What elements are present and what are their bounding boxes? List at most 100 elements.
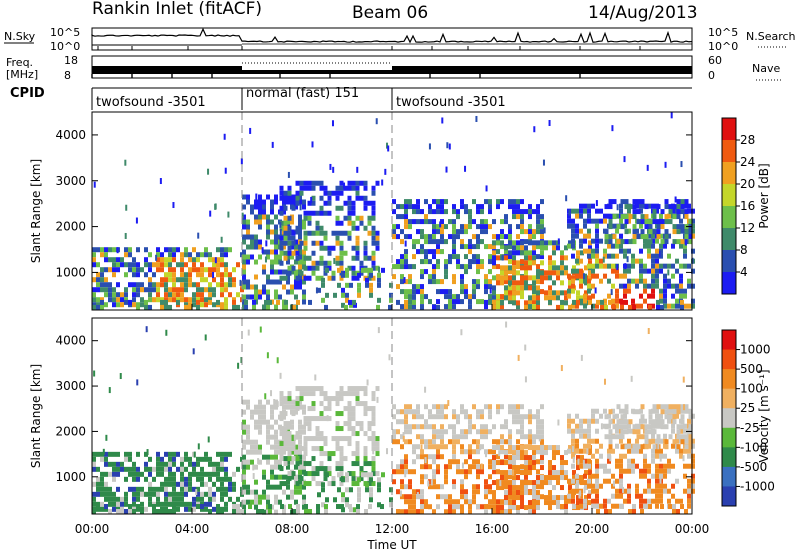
heatmap-cell [359, 220, 364, 226]
heatmap-cell [556, 450, 560, 456]
heatmap-cell [536, 479, 540, 485]
heatmap-cell [339, 240, 344, 246]
heatmap-cell [620, 414, 625, 420]
heatmap-cell [448, 499, 452, 505]
y-tick-label: 3000 [55, 379, 86, 393]
heatmap-cell [468, 429, 472, 435]
heatmap-cell [591, 413, 595, 419]
heatmap-cell [164, 282, 168, 288]
heatmap-cell [604, 204, 609, 210]
heatmap-cell [548, 275, 552, 281]
heatmap-cell [440, 444, 444, 450]
heatmap-cell [148, 491, 152, 497]
heatmap-cell [436, 249, 440, 255]
heatmap-cell [209, 210, 212, 217]
heatmap-cell [176, 466, 180, 472]
heatmap-cell [381, 267, 385, 273]
heatmap-cell [295, 225, 300, 231]
heatmap-cell [439, 221, 442, 228]
heatmap-cell [632, 424, 637, 430]
heatmap-cell [112, 496, 116, 502]
heatmap-cell [258, 214, 262, 220]
heatmap-cell [575, 303, 579, 309]
heatmap-cell [607, 293, 611, 299]
heatmap-cell [548, 120, 551, 127]
heatmap-cell [287, 235, 292, 241]
heatmap-cell [227, 211, 230, 218]
heatmap-cell [259, 326, 262, 333]
heatmap-cell [576, 495, 580, 501]
heatmap-cell [432, 304, 436, 310]
heatmap-cell [643, 498, 647, 504]
heatmap-cell [331, 270, 336, 276]
heatmap-cell [532, 455, 536, 461]
heatmap-cell [444, 429, 448, 435]
heatmap-cell [500, 229, 504, 235]
heatmap-cell [200, 476, 204, 482]
heatmap-cell [611, 223, 615, 229]
heatmap-cell [464, 429, 468, 435]
heatmap-cell [568, 485, 572, 491]
heatmap-cell [176, 262, 180, 268]
heatmap-cell [321, 277, 325, 283]
heatmap-cell [278, 474, 282, 480]
heatmap-cell [392, 209, 396, 215]
heatmap-cell [579, 268, 583, 274]
heatmap-cell [180, 287, 184, 293]
heatmap-cell [432, 219, 436, 225]
heatmap-cell [611, 473, 615, 479]
heatmap-cell [623, 293, 627, 299]
heatmap-cell [508, 490, 512, 496]
heatmap-cell [216, 247, 220, 253]
heatmap-cell [520, 290, 524, 296]
heatmap-cell [452, 454, 456, 460]
heatmap-cell [216, 257, 220, 263]
heatmap-cell [258, 459, 262, 465]
heatmap-cell [298, 214, 302, 220]
heatmap-cell [575, 473, 579, 479]
heatmap-cell [444, 294, 448, 300]
heatmap-cell [282, 449, 286, 455]
heatmap-cell [520, 199, 524, 205]
heatmap-cell [476, 209, 480, 215]
heatmap-cell [376, 396, 379, 403]
heatmap-cell [492, 294, 496, 300]
heatmap-cell [180, 496, 184, 502]
heatmap-cell [675, 478, 679, 484]
heatmap-cell [335, 466, 340, 472]
heatmap-cell [404, 464, 408, 470]
heatmap-cell [595, 273, 599, 279]
heatmap-cell [359, 215, 364, 221]
heatmap-cell [232, 504, 236, 510]
heatmap-cell [664, 161, 667, 168]
heatmap-cell [452, 229, 456, 235]
heatmap-cell [576, 299, 580, 305]
heatmap-cell [476, 464, 480, 470]
heatmap-cell [274, 269, 278, 275]
heatmap-cell [282, 244, 286, 250]
heatmap-cell [266, 429, 270, 435]
heatmap-cell [136, 267, 140, 273]
heatmap-cell [349, 282, 353, 288]
heatmap-cell [524, 490, 528, 496]
heatmap-cell [279, 441, 284, 447]
heatmap-cell [582, 459, 585, 466]
heatmap-cell [274, 224, 278, 230]
heatmap-cell [319, 436, 324, 442]
heatmap-cell [564, 470, 568, 476]
heatmap-cell [96, 247, 100, 253]
y-tick-label: 3000 [55, 174, 86, 188]
heatmap-cell [148, 501, 152, 507]
heatmap-cell [647, 483, 651, 489]
heatmap-cell [148, 466, 152, 472]
heatmap-cell [258, 399, 262, 405]
heatmap-cell [400, 509, 404, 515]
heatmap-cell [432, 254, 436, 260]
heatmap-cell [571, 208, 575, 214]
heatmap-cell [270, 239, 274, 245]
heatmap-cell [208, 299, 212, 305]
heatmap-cell [196, 299, 200, 305]
heatmap-cell [528, 299, 532, 305]
heatmap-cell [156, 471, 160, 477]
heatmap-cell [460, 429, 464, 435]
